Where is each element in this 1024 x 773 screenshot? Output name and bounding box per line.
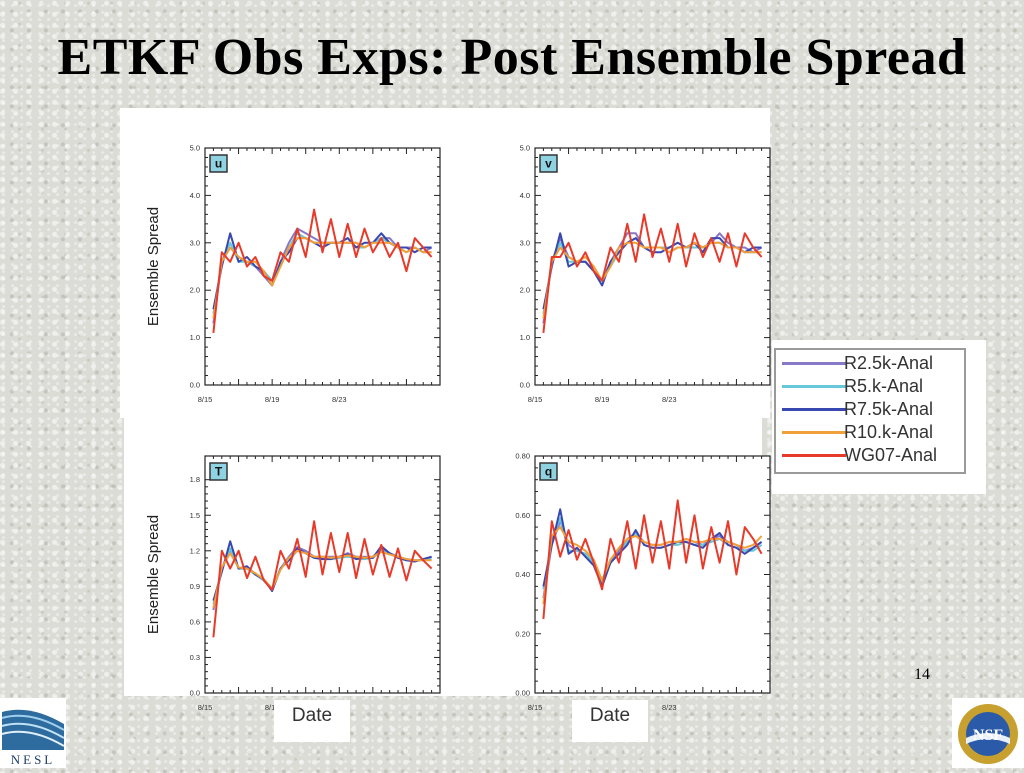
x-tick-label: 8/23 xyxy=(332,395,347,404)
legend-swatch-r5k xyxy=(782,385,846,388)
y-tick-label: 0.6 xyxy=(190,617,200,626)
legend-swatch-wg07 xyxy=(782,454,846,457)
y-tick-label: 0.0 xyxy=(190,689,200,698)
panel-label: T xyxy=(215,465,223,479)
legend-label-r7-5k: R7.5k-Anal xyxy=(844,399,934,419)
y-tick-label: 1.8 xyxy=(190,475,200,484)
y-tick-label: 0.00 xyxy=(515,689,530,698)
legend-item-wg07: WG07-Anal xyxy=(776,444,966,466)
y-tick-label: 3.0 xyxy=(190,238,200,247)
series-line-wg07-anal xyxy=(542,213,763,334)
legend-label-r2-5k: R2.5k-Anal xyxy=(844,353,934,373)
nsf-logo-text: NSF xyxy=(973,727,1003,744)
chart-svg-u: 0.0 1.0 2.0 3.0 4.0 5.0 8/15 8/19 8/23 Ensemble S… xyxy=(145,144,441,404)
legend-swatch-r7-5k xyxy=(782,408,846,411)
legend-swatch-r2-5k xyxy=(782,362,846,365)
nsf-logo-graphic: NSF xyxy=(958,704,1018,764)
y-tick-label: 4.0 xyxy=(190,191,200,200)
legend-label-r5k: R5.k-Anal xyxy=(844,376,924,396)
chart-svg-q: 0.000.200.400.600.808/158/198/23q xyxy=(515,452,771,712)
x-tick-label: 8/19 xyxy=(265,395,280,404)
chart-v-panel: 0.0 1.0 2.0 3.0 4.0 5.0 8/15 8/19 8/23 v xyxy=(450,108,771,404)
y-tick-label: 1.0 xyxy=(190,333,200,342)
y-tick-label: 0.3 xyxy=(190,653,200,662)
y-tick-label: 1.2 xyxy=(190,546,200,555)
slide-title: ETKF Obs Exps: Post Ensemble Spread xyxy=(57,29,967,86)
nesl-logo-text: NESL xyxy=(11,752,56,767)
y-tick-label: 2.0 xyxy=(520,286,530,295)
y-tick-label: 1.5 xyxy=(190,511,200,520)
y-tick-label: 0.80 xyxy=(515,452,530,461)
panel-label-box xyxy=(539,462,558,481)
panel-label: u xyxy=(215,157,222,171)
x-tick-label: 8/15 xyxy=(528,395,543,404)
x-tick-label: 8/23 xyxy=(662,395,677,404)
y-tick-label: 0.0 xyxy=(520,381,530,390)
y-axis-title: Ensemble Spread xyxy=(145,207,162,326)
x-tick-label: 8/15 xyxy=(528,703,543,712)
legend-item-r2-5k: R2.5k-Anal xyxy=(776,352,966,374)
xaxis-label-right: Date xyxy=(572,700,648,742)
chart-svg-v: 0.0 1.0 2.0 3.0 4.0 5.0 8/15 8/19 8/23 v xyxy=(520,144,771,404)
page-number: 14 xyxy=(914,666,930,683)
y-tick-label: 5.0 xyxy=(190,144,200,153)
y-tick-label: 5.0 xyxy=(520,144,530,153)
nesl-logo-graphic: NESL xyxy=(1,709,65,767)
x-tick-label: 8/23 xyxy=(662,703,677,712)
legend-box: R2.5k-Anal R5.k-Anal R7.5k-Anal R10.k-An… xyxy=(772,340,986,494)
nsf-logo: NSF xyxy=(952,698,1024,768)
plot-frame xyxy=(534,455,771,694)
y-tick-label: 0.40 xyxy=(515,570,530,579)
series-line-r10-k-anal xyxy=(542,526,763,605)
series-line-wg07-anal xyxy=(212,520,433,638)
chart-svg-t: 0.00.30.60.91.21.51.88/158/198/23Ensembl… xyxy=(145,455,441,712)
y-tick-label: 4.0 xyxy=(520,191,530,200)
legend-item-r7-5k: R7.5k-Anal xyxy=(776,398,966,420)
chart-t-panel: 0.00.30.60.91.21.51.88/158/198/23Ensembl… xyxy=(120,416,441,712)
y-axis-title: Ensemble Spread xyxy=(145,515,162,634)
series-line-wg07-anal xyxy=(542,499,763,619)
panel-label-box xyxy=(209,462,228,481)
legend-frame: R2.5k-Anal R5.k-Anal R7.5k-Anal R10.k-An… xyxy=(774,348,966,474)
panel-label: q xyxy=(545,465,552,479)
y-tick-label: 3.0 xyxy=(520,238,530,247)
plot-frame xyxy=(204,147,441,386)
panel-label-box xyxy=(539,154,558,173)
legend-item-r10k: R10.k-Anal xyxy=(776,421,966,443)
x-tick-label: 8/19 xyxy=(595,395,610,404)
y-tick-label: 1.0 xyxy=(520,333,530,342)
panel-label-box xyxy=(209,154,228,173)
y-tick-label: 0.9 xyxy=(190,582,200,591)
x-tick-label: 8/15 xyxy=(198,703,213,712)
y-tick-label: 2.0 xyxy=(190,286,200,295)
chart-u-panel: 0.0 1.0 2.0 3.0 4.0 5.0 8/15 8/19 8/23 Ensemble S… xyxy=(120,108,441,404)
y-tick-label: 0.60 xyxy=(515,511,530,520)
chart-q-panel: 0.000.200.400.600.808/158/198/23q xyxy=(450,416,771,712)
y-tick-label: 0.20 xyxy=(515,629,530,638)
legend-label-wg07: WG07-Anal xyxy=(844,445,938,465)
panel-label: v xyxy=(545,157,552,171)
y-tick-label: 0.0 xyxy=(190,381,200,390)
legend-item-r5k: R5.k-Anal xyxy=(776,375,966,397)
legend-swatch-r10k xyxy=(782,431,846,434)
x-tick-label: 8/15 xyxy=(198,395,213,404)
x-tick-label: 8/19 xyxy=(265,703,280,712)
xaxis-label-left: Date xyxy=(274,700,350,742)
legend-label-r10k: R10.k-Anal xyxy=(844,422,934,442)
nesl-logo: NESL xyxy=(0,698,66,768)
series-line-wg07-anal xyxy=(212,208,433,334)
